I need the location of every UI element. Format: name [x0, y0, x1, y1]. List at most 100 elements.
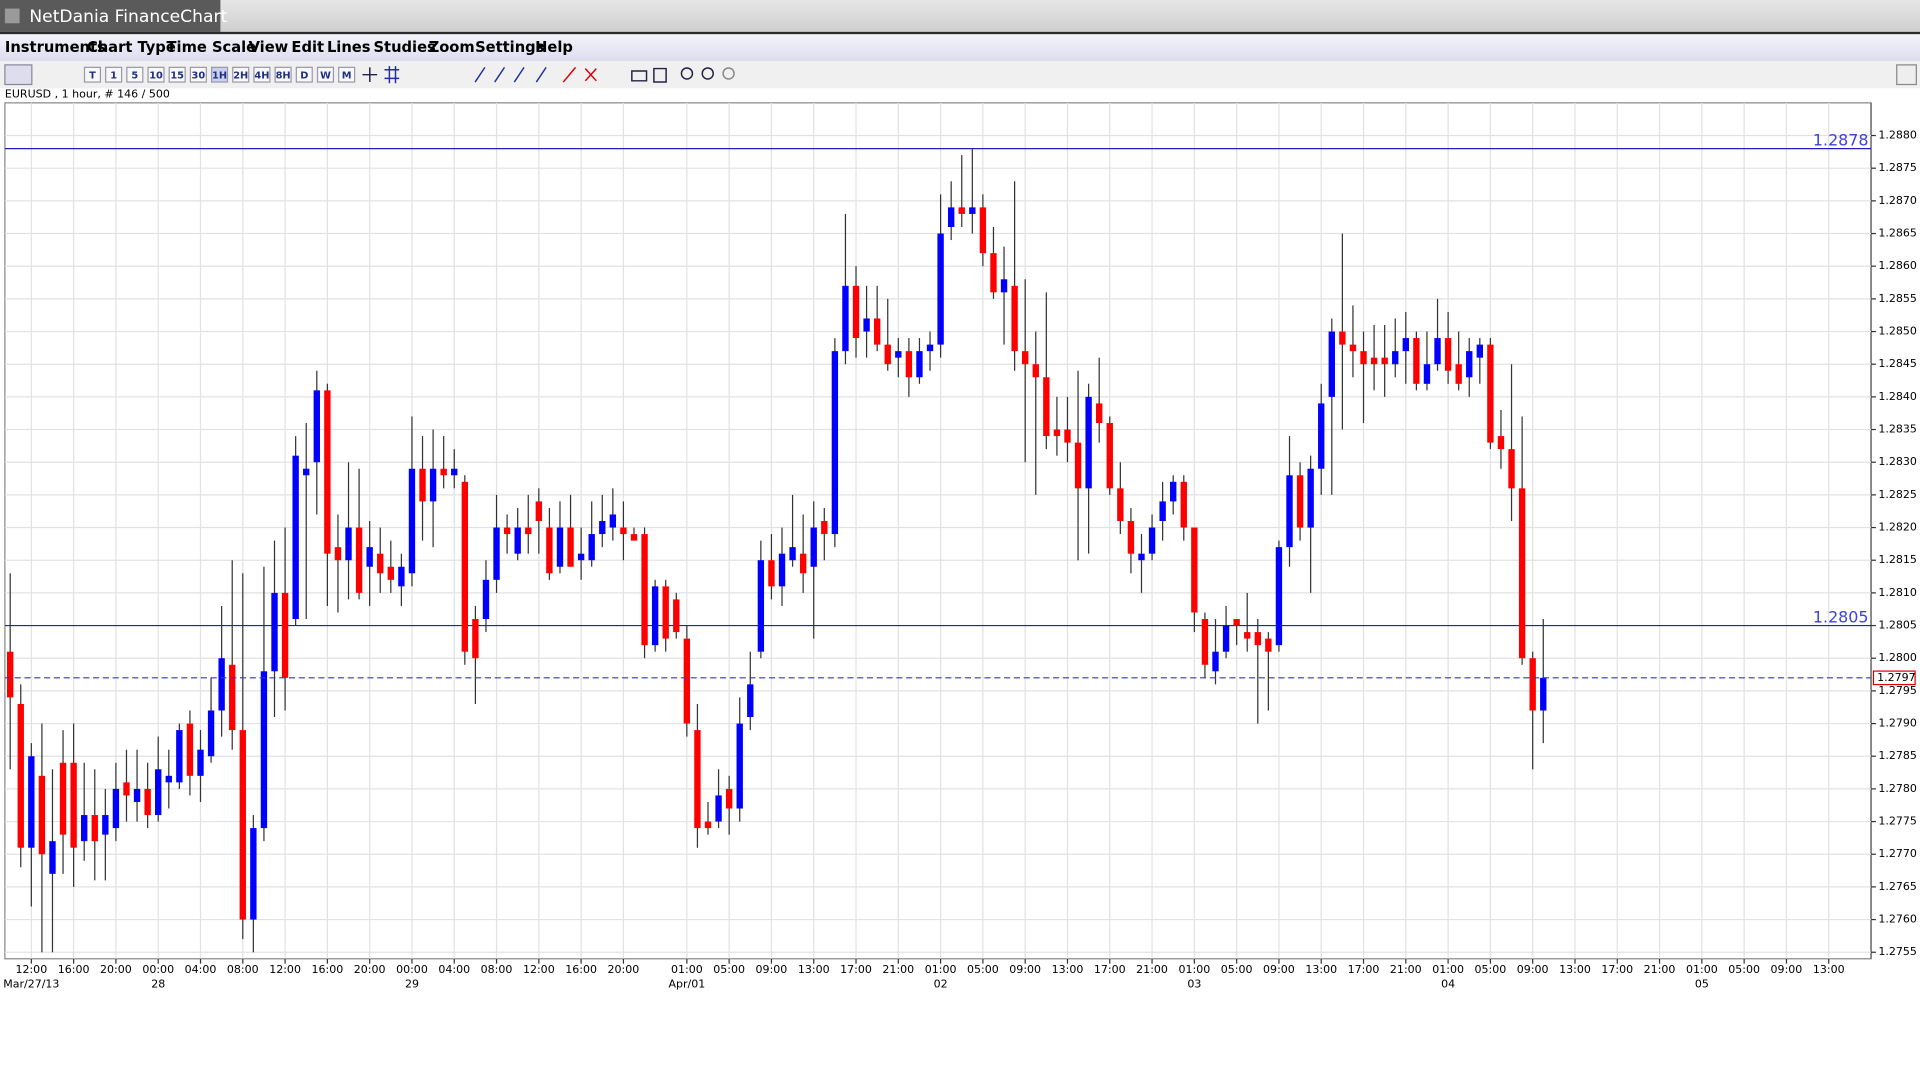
timescale-button[interactable] [147, 66, 165, 83]
candle-body [1444, 338, 1452, 371]
menu-item[interactable]: Help [535, 39, 573, 56]
candle-body [7, 651, 14, 698]
timescale-button[interactable] [338, 66, 356, 83]
candle-body [789, 547, 796, 561]
crosshair-tool[interactable] [362, 67, 378, 83]
last-price-box [1872, 670, 1916, 686]
candle-body [250, 828, 257, 920]
date-label: Apr/01 [668, 977, 705, 990]
candle-body [229, 664, 236, 731]
candle-body [863, 318, 870, 332]
delete-tools[interactable] [562, 66, 597, 83]
y-tick-label: 1.2880 [1878, 129, 1917, 142]
candle-body [599, 521, 606, 535]
candle-body [366, 547, 373, 567]
candle-body [1180, 481, 1187, 528]
timescale-button[interactable] [83, 66, 102, 83]
candle-body [59, 762, 67, 835]
zoom-out[interactable] [701, 67, 714, 80]
menu-item[interactable]: Settings [475, 39, 545, 56]
print-tools[interactable] [631, 67, 667, 83]
candle-body [1233, 619, 1240, 626]
candle-body [768, 560, 775, 587]
menu-item[interactable]: Chart Type [87, 39, 176, 56]
menu-item[interactable]: Time Scale [167, 39, 257, 56]
y-tick-label: 1.2845 [1878, 357, 1917, 370]
zoom-in[interactable] [680, 67, 694, 80]
timescale-button[interactable] [316, 66, 335, 83]
panel-button[interactable] [1896, 64, 1917, 86]
line-tools[interactable] [474, 66, 547, 83]
candle-body [662, 586, 669, 639]
y-tick-label: 1.2865 [1878, 227, 1917, 240]
x-tick-label: 01:00 [1432, 963, 1464, 976]
candle-body [1117, 488, 1124, 522]
x-tick-label: 01:00 [1686, 963, 1718, 976]
x-tick-label: 17:00 [1601, 963, 1633, 976]
chart-type-button[interactable] [4, 64, 33, 86]
timescale-button[interactable] [105, 66, 123, 83]
candle-body [725, 788, 733, 809]
candle-body [1370, 357, 1378, 365]
candle-body [144, 788, 151, 816]
zoom-reset[interactable] [722, 67, 735, 80]
candle-body [630, 534, 638, 541]
timescale-button[interactable] [232, 66, 250, 83]
timescale-button[interactable] [189, 66, 207, 83]
menu-item[interactable]: View [249, 39, 289, 56]
menu-item[interactable]: Edit [291, 39, 324, 56]
timescale-button[interactable] [295, 66, 313, 83]
app-icon [4, 8, 20, 24]
menu-item[interactable]: Zoom [429, 39, 475, 56]
x-tick-label: 17:00 [1348, 963, 1380, 976]
candle-body [1127, 521, 1135, 554]
x-tick-label: 05:00 [1221, 963, 1253, 976]
menu-item[interactable]: Lines [327, 39, 371, 56]
timescale-button[interactable] [126, 66, 144, 83]
timescale-button[interactable] [168, 66, 186, 83]
timescale-button[interactable] [274, 66, 292, 83]
candle-body [1159, 501, 1166, 522]
x-tick-label: 01:00 [925, 963, 957, 976]
candle-body [852, 285, 860, 339]
candle-body [91, 815, 98, 842]
menu-item[interactable]: Instruments [5, 39, 106, 56]
x-tick-label: 13:00 [1052, 963, 1084, 976]
x-tick-label: 05:00 [967, 963, 999, 976]
candle-body [355, 527, 363, 593]
candle-body [387, 566, 394, 580]
x-tick-label: 09:00 [1009, 963, 1041, 976]
candle-body [1138, 553, 1145, 561]
candle-body [821, 521, 828, 535]
price-line-label: 1.2805 [1813, 608, 1869, 627]
title-bar [0, 0, 1920, 32]
menu-item[interactable]: Studies [373, 39, 436, 56]
candle-body [1540, 677, 1547, 711]
candle-body [577, 553, 585, 561]
timescale-button[interactable] [253, 66, 271, 83]
y-tick-label: 1.2770 [1878, 847, 1917, 860]
candle-body [176, 730, 183, 783]
x-tick-label: 12:00 [269, 963, 301, 976]
candle-body [937, 233, 944, 345]
candle-body [556, 527, 564, 567]
candle-body [1096, 403, 1103, 424]
x-tick-label: 05:00 [1475, 963, 1507, 976]
candle-body [1296, 475, 1304, 528]
y-tick-label: 1.2805 [1878, 619, 1917, 632]
date-label: 03 [1187, 977, 1201, 990]
x-tick-label: 21:00 [1644, 963, 1676, 976]
grid-tool[interactable] [384, 66, 400, 84]
status-area [0, 997, 1920, 1080]
candle-body [1275, 547, 1283, 646]
x-tick-label: 09:00 [756, 963, 788, 976]
timescale-button[interactable] [210, 66, 229, 83]
candle-body [673, 599, 680, 633]
candle-body [133, 788, 141, 802]
candle-body [81, 815, 88, 842]
candle-body [1392, 351, 1399, 365]
candle-body [239, 730, 246, 920]
timescale-label: 10 [149, 70, 163, 81]
y-tick-label: 1.2810 [1878, 586, 1917, 599]
